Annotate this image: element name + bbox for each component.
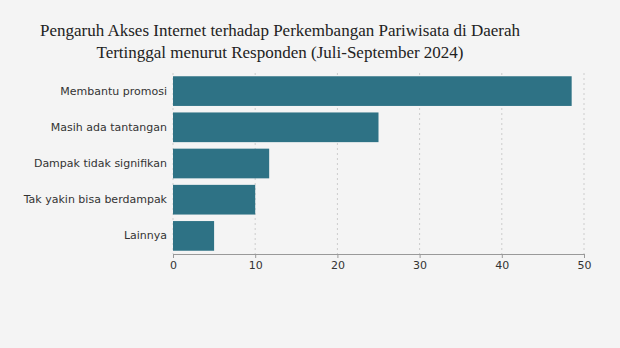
x-tick: 0 [170,254,177,272]
grid-line [584,73,585,254]
bar [173,185,255,215]
x-tick: 30 [413,254,427,272]
x-tick: 20 [331,254,345,272]
x-tick-mark [502,254,503,258]
y-tick-label: Lainnya [124,229,167,242]
bar [173,149,269,179]
y-tick: Lainnya [124,229,167,242]
y-tick: Masih ada tantangan [51,121,167,134]
bar [173,76,572,106]
x-tick-mark [173,254,174,258]
x-tick-mark [255,254,256,258]
bar [173,112,379,142]
background [0,0,620,348]
x-tick: 50 [578,254,592,272]
y-tick-label: Masih ada tantangan [51,121,167,134]
x-tick-label: 50 [578,259,592,272]
y-tick-label: Tak yakin bisa berdampak [23,193,168,206]
y-tick: Membantu promosi [60,85,167,98]
y-tick: Tak yakin bisa berdampak [23,193,168,206]
plot: 0 10 20 30 40 50 Membantu promosi Masih ada tan… [23,73,592,272]
chart: Pengaruh Akses Internet terhadap Perkemb… [0,0,620,348]
grid [173,73,584,254]
x-tick-label: 40 [495,259,509,272]
x-tick-label: 0 [170,259,177,272]
bar [173,221,214,251]
y-tick-label: Membantu promosi [60,85,167,98]
y-tick-label: Dampak tidak signifikan [34,157,167,170]
x-tick-mark [420,254,421,258]
y-tick: Dampak tidak signifikan [34,157,167,170]
x-axis-line [174,255,585,259]
bars [173,76,572,250]
y-axis: Membantu promosi Masih ada tantangan Dampa… [23,85,168,243]
x-tick: 10 [249,254,263,272]
x-tick-label: 10 [249,259,263,272]
x-tick: 40 [495,254,509,272]
x-axis: 0 10 20 30 40 50 [170,254,592,272]
x-tick-mark [584,254,585,258]
title: Pengaruh Akses Internet terhadap Perkemb… [40,21,521,62]
x-tick-label: 30 [413,259,427,272]
x-tick-label: 20 [331,259,345,272]
x-tick-mark [337,254,338,258]
